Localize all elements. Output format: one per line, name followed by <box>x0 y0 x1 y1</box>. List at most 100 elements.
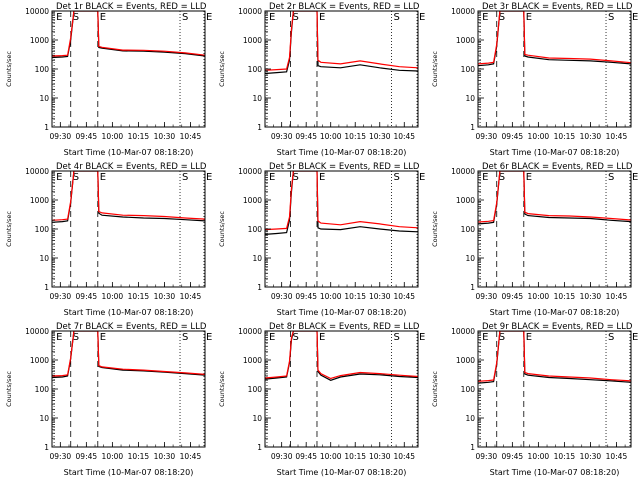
marker-label-e: E <box>482 12 488 23</box>
x-tick-label: 09:30 <box>476 292 498 301</box>
x-tick-label: 09:30 <box>50 292 72 301</box>
y-tick-label: 10 <box>252 414 262 423</box>
panel-title: Det 7r BLACK = Events, RED = LLD <box>56 322 207 332</box>
x-tick-label: 10:30 <box>369 452 391 461</box>
marker-label-s: S <box>499 12 505 23</box>
marker-label-e: E <box>319 12 325 23</box>
x-tick-label: 10:30 <box>369 292 391 301</box>
x-tick-label: 10:45 <box>180 292 202 301</box>
marker-label-s: S <box>608 332 614 343</box>
y-tick-label: 10000 <box>451 7 475 16</box>
x-tick-label: 10:15 <box>554 452 576 461</box>
marker-label-e: E <box>100 12 106 23</box>
marker-label-e: E <box>269 172 275 183</box>
y-tick-label: 1 <box>257 443 262 452</box>
detector-panel-5: Det 5r BLACK = Events, RED = LLD Counts/s… <box>218 162 425 317</box>
y-tick-label: 100 <box>248 225 263 234</box>
y-tick-label: 10000 <box>25 7 49 16</box>
y-tick-label: 1000 <box>30 356 49 365</box>
x-tick-label: 09:30 <box>271 132 293 141</box>
marker-label-e: E <box>269 332 275 343</box>
detector-panel-6: Det 6r BLACK = Events, RED = LLD Counts/s… <box>431 162 638 317</box>
x-tick-label: 10:30 <box>154 132 176 141</box>
x-tick-label: 10:00 <box>102 452 124 461</box>
y-tick-label: 1000 <box>456 196 475 205</box>
y-tick-label: 100 <box>461 65 476 74</box>
x-tick-label: 10:00 <box>320 292 342 301</box>
series-lld <box>478 331 631 382</box>
y-tick-label: 1000 <box>30 36 49 45</box>
x-axis-label: Start Time (10-Mar-07 08:18:20) <box>490 468 620 477</box>
series-lld <box>52 11 205 57</box>
y-tick-label: 10 <box>465 414 475 423</box>
x-tick-label: 10:15 <box>344 452 366 461</box>
detector-panel-4: Det 4r BLACK = Events, RED = LLD Counts/s… <box>5 162 212 317</box>
plot-frame <box>51 330 206 448</box>
panel-title: Det 6r BLACK = Events, RED = LLD <box>482 162 633 172</box>
y-axis-label: Counts/sec <box>5 211 13 247</box>
y-tick-label: 1 <box>470 123 475 132</box>
marker-label-s: S <box>499 332 505 343</box>
x-tick-label: 10:45 <box>393 132 415 141</box>
panel-title: Det 8r BLACK = Events, RED = LLD <box>269 322 420 332</box>
x-tick-label: 09:30 <box>50 452 72 461</box>
series-lld <box>52 171 205 221</box>
x-tick-label: 10:15 <box>554 292 576 301</box>
plot-frame <box>51 170 206 288</box>
x-axis-label: Start Time (10-Mar-07 08:18:20) <box>277 308 407 317</box>
marker-label-e: E <box>319 172 325 183</box>
y-tick-label: 10 <box>252 94 262 103</box>
marker-label-e: E <box>419 332 425 343</box>
y-tick-label: 10 <box>465 94 475 103</box>
y-axis-label: Counts/sec <box>218 211 226 247</box>
y-tick-label: 10 <box>39 254 49 263</box>
x-tick-label: 09:30 <box>50 132 72 141</box>
x-axis-label: Start Time (10-Mar-07 08:18:20) <box>277 468 407 477</box>
marker-label-e: E <box>56 332 62 343</box>
x-tick-label: 09:45 <box>76 132 98 141</box>
y-tick-label: 1000 <box>243 196 262 205</box>
y-tick-label: 10000 <box>25 167 49 176</box>
marker-label-e: E <box>632 332 638 343</box>
marker-label-s: S <box>73 332 79 343</box>
x-tick-label: 10:30 <box>580 452 602 461</box>
series-events <box>265 11 418 75</box>
y-tick-label: 10000 <box>238 327 262 336</box>
y-tick-label: 1 <box>257 123 262 132</box>
panel-title: Det 2r BLACK = Events, RED = LLD <box>269 2 420 12</box>
x-tick-label: 10:15 <box>128 132 150 141</box>
y-tick-label: 10000 <box>238 7 262 16</box>
y-axis-label: Counts/sec <box>431 51 439 87</box>
x-tick-label: 10:15 <box>128 292 150 301</box>
y-tick-label: 1 <box>44 123 49 132</box>
series-lld <box>265 331 418 380</box>
plot-frame <box>477 170 632 288</box>
detector-panel-1: Det 1r BLACK = Events, RED = LLD Counts/s… <box>5 2 212 157</box>
x-tick-label: 10:00 <box>320 452 342 461</box>
x-tick-label: 09:45 <box>76 452 98 461</box>
x-tick-label: 10:45 <box>606 132 628 141</box>
marker-label-e: E <box>482 172 488 183</box>
marker-label-s: S <box>293 12 299 23</box>
panel-title: Det 1r BLACK = Events, RED = LLD <box>56 2 207 12</box>
marker-label-s: S <box>293 172 299 183</box>
x-tick-label: 10:45 <box>180 132 202 141</box>
marker-label-e: E <box>526 12 532 23</box>
marker-label-e: E <box>319 332 325 343</box>
y-tick-label: 1 <box>44 443 49 452</box>
x-tick-label: 09:45 <box>295 452 317 461</box>
x-tick-label: 10:45 <box>606 452 628 461</box>
y-tick-label: 10000 <box>238 167 262 176</box>
marker-label-s: S <box>499 172 505 183</box>
marker-label-s: S <box>394 12 400 23</box>
y-tick-label: 10 <box>39 94 49 103</box>
x-tick-label: 10:15 <box>344 292 366 301</box>
marker-label-e: E <box>269 12 275 23</box>
marker-label-e: E <box>419 12 425 23</box>
y-tick-label: 100 <box>461 225 476 234</box>
marker-label-e: E <box>632 12 638 23</box>
y-tick-label: 1000 <box>243 36 262 45</box>
detector-panel-7: Det 7r BLACK = Events, RED = LLD Counts/s… <box>5 322 212 477</box>
x-tick-label: 10:00 <box>320 132 342 141</box>
y-axis-label: Counts/sec <box>218 371 226 407</box>
